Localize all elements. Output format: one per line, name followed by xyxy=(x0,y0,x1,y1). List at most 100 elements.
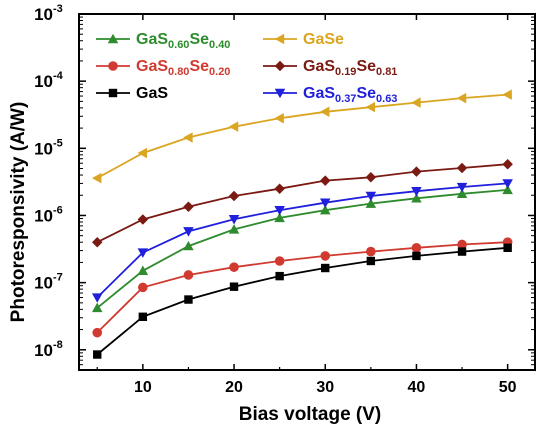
data-point xyxy=(502,179,513,189)
y-tick-label: 10 xyxy=(34,341,53,360)
data-point xyxy=(319,175,331,186)
legend-marker xyxy=(274,88,286,99)
y-axis-label: Photoresponsivity (A/W) xyxy=(8,102,29,323)
data-point xyxy=(365,198,377,208)
data-point xyxy=(321,263,330,273)
y-tick-exponent: -5 xyxy=(53,137,63,149)
legend-label: GaS xyxy=(136,85,168,102)
data-point xyxy=(229,262,239,272)
x-tick-label: 20 xyxy=(225,379,243,396)
data-point xyxy=(183,201,194,212)
x-tick-label: 40 xyxy=(408,379,426,396)
data-point xyxy=(91,293,103,303)
y-tick-exponent: -3 xyxy=(53,3,63,15)
series-line xyxy=(96,182,508,299)
data-point xyxy=(365,101,376,113)
legend-label: GaS0.37Se0.63 xyxy=(303,85,397,105)
series-2 xyxy=(92,237,513,338)
x-tick-label: 50 xyxy=(499,379,517,396)
data-point xyxy=(457,239,467,250)
legend: GaS0.60Se0.40 GaSe GaS0.80Se0.20 GaS0.19Se0… xyxy=(96,31,397,105)
data-point xyxy=(365,172,377,183)
data-point xyxy=(503,243,512,253)
x-tick-label: 30 xyxy=(316,379,334,396)
series-line xyxy=(96,246,508,356)
y-tick-label: 10 xyxy=(34,139,53,158)
data-point xyxy=(411,186,422,197)
legend-marker xyxy=(274,33,285,45)
data-point xyxy=(228,214,240,225)
data-point xyxy=(502,184,513,195)
series-0 xyxy=(91,184,513,313)
data-point xyxy=(320,251,331,261)
plot-frame xyxy=(78,13,536,371)
data-point xyxy=(274,205,285,216)
legend-entry: GaS0.19Se0.81 xyxy=(263,58,397,78)
legend-entry: GaS0.37Se0.63 xyxy=(263,85,397,105)
data-point xyxy=(183,132,193,143)
data-point xyxy=(456,92,467,104)
series-4 xyxy=(93,243,512,359)
data-point xyxy=(137,214,149,225)
legend-entry: GaSe xyxy=(263,31,344,48)
data-point xyxy=(137,248,149,258)
data-point xyxy=(366,246,376,257)
data-point xyxy=(93,350,102,359)
series-line xyxy=(96,93,508,179)
data-point xyxy=(274,256,285,266)
data-point xyxy=(183,240,194,251)
plot-area xyxy=(91,89,513,359)
y-tick-label: 10 xyxy=(34,72,53,91)
data-point xyxy=(91,302,103,313)
data-point xyxy=(274,212,285,223)
data-point xyxy=(274,183,285,194)
data-point xyxy=(183,227,194,237)
data-point xyxy=(228,121,239,132)
data-point xyxy=(502,158,513,170)
data-point xyxy=(319,204,331,215)
y-tick-label: 10 xyxy=(34,274,53,293)
data-point xyxy=(411,243,422,253)
legend-marker xyxy=(108,61,118,71)
y-tick-exponent: -6 xyxy=(53,204,63,216)
y-tick-exponent: -7 xyxy=(53,272,63,284)
legend-marker xyxy=(107,33,119,44)
data-point xyxy=(319,198,331,208)
data-point xyxy=(138,312,148,321)
y-tick-exponent: -4 xyxy=(53,70,64,82)
y-tick-label: 10 xyxy=(34,5,53,24)
legend-marker xyxy=(274,60,286,72)
data-point xyxy=(456,188,468,199)
legend-label: GaSe xyxy=(303,31,344,48)
data-point xyxy=(456,182,468,193)
data-point xyxy=(412,251,421,261)
series-line xyxy=(96,189,508,309)
series-5 xyxy=(91,179,513,303)
data-point xyxy=(184,295,193,304)
series-3 xyxy=(91,158,513,248)
series-line xyxy=(96,163,508,244)
data-point xyxy=(229,282,239,291)
data-point xyxy=(366,256,376,266)
legend-entry: GaS0.60Se0.40 xyxy=(96,31,230,51)
data-point xyxy=(137,265,149,276)
data-point xyxy=(275,271,284,281)
data-point xyxy=(456,162,468,174)
series-1 xyxy=(91,89,512,184)
data-point xyxy=(457,247,467,256)
legend-label: GaS0.19Se0.81 xyxy=(303,58,397,78)
y-tick-exponent: -8 xyxy=(53,339,63,351)
data-point xyxy=(411,166,422,177)
x-tick-label: 10 xyxy=(134,379,152,396)
y-tick-label: 10 xyxy=(34,206,53,225)
legend-marker xyxy=(108,88,118,98)
data-point xyxy=(274,113,284,124)
data-point xyxy=(502,89,512,100)
legend-label: GaS0.60Se0.40 xyxy=(136,31,230,51)
data-point xyxy=(92,327,103,338)
legend-entry: GaS xyxy=(96,85,168,102)
legend-label: GaS0.80Se0.20 xyxy=(136,58,230,78)
data-point xyxy=(228,190,240,202)
